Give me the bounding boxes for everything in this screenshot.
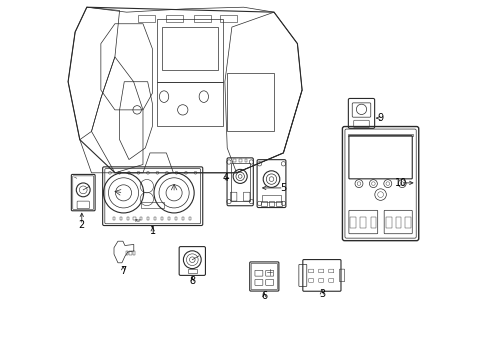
Text: 1: 1 [149, 226, 156, 236]
Bar [140, 217, 142, 220]
Bar [188, 217, 190, 220]
Bar [133, 251, 135, 255]
Bar [230, 163, 249, 201]
Bar [154, 217, 156, 220]
Text: PRNP: PRNP [135, 219, 141, 223]
Bar [167, 217, 170, 220]
Bar [166, 15, 183, 22]
Text: 8: 8 [189, 276, 195, 286]
Bar [275, 201, 281, 206]
Bar [268, 201, 274, 206]
Bar [126, 217, 128, 220]
Bar [157, 82, 222, 126]
Bar [187, 269, 197, 274]
Bar [395, 217, 401, 228]
Bar [125, 251, 128, 255]
Bar [227, 73, 273, 131]
Text: 4: 4 [222, 173, 228, 183]
Text: 2: 2 [79, 220, 85, 230]
Bar [133, 217, 135, 220]
Bar [232, 159, 235, 162]
Bar [138, 15, 154, 22]
Bar [220, 15, 236, 22]
Bar [182, 217, 183, 220]
Bar [157, 19, 222, 82]
Bar [141, 202, 164, 208]
Bar [162, 27, 218, 70]
Bar [120, 217, 122, 220]
Bar [386, 217, 391, 228]
Bar [244, 159, 247, 162]
Text: 5: 5 [280, 183, 286, 193]
Text: 6: 6 [261, 291, 267, 301]
Bar [194, 15, 210, 22]
Bar [147, 217, 149, 220]
Text: 3: 3 [318, 289, 325, 299]
Bar [174, 217, 177, 220]
Bar [261, 201, 266, 206]
Bar [360, 217, 366, 228]
Bar [349, 217, 355, 228]
Bar [161, 217, 163, 220]
Bar [113, 217, 115, 220]
Bar [404, 217, 410, 228]
Text: 9: 9 [376, 113, 383, 123]
Bar [262, 195, 280, 202]
Bar [129, 251, 131, 255]
Text: 10: 10 [394, 178, 407, 188]
Bar [370, 217, 375, 228]
Bar [347, 134, 412, 136]
Bar [238, 159, 241, 162]
Text: 7: 7 [120, 266, 126, 276]
